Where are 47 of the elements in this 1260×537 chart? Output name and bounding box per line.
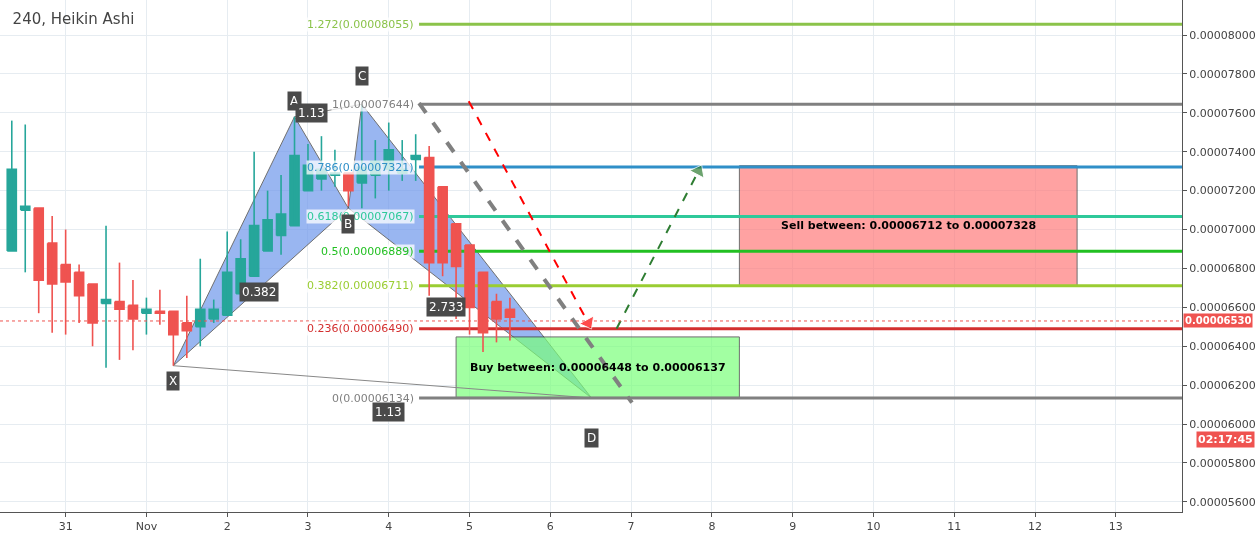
annotation: X bbox=[169, 374, 178, 388]
y-tick-label: 0.00007400 bbox=[1189, 145, 1256, 159]
x-tick-label: 5 bbox=[466, 520, 474, 534]
annotation: 0.382 bbox=[242, 285, 277, 299]
x-tick-label: 3 bbox=[304, 520, 312, 534]
y-tick-label: 0.00006200 bbox=[1189, 379, 1256, 393]
annotation: Sell between: 0.00006712 to 0.00007328 bbox=[781, 219, 1037, 232]
x-tick-label: 11 bbox=[947, 520, 962, 534]
y-tick-label: 0.00007600 bbox=[1189, 106, 1256, 120]
x-tick-label: 7 bbox=[627, 520, 635, 534]
series-label: 0(0.00006134) bbox=[332, 392, 415, 405]
y-tick-label: 0.00007000 bbox=[1189, 223, 1256, 237]
series-label: 0.382(0.00006711) bbox=[307, 279, 414, 292]
annotation: C bbox=[358, 69, 367, 83]
x-tick-label: 2 bbox=[223, 520, 231, 534]
y-tick-label: 0.00006600 bbox=[1189, 301, 1256, 315]
x-tick-label: 9 bbox=[789, 520, 797, 534]
x-tick-label: 12 bbox=[1028, 520, 1043, 534]
ref-line-label: 0.00006530 bbox=[1185, 315, 1252, 326]
y-tick-label: 0.00007800 bbox=[1189, 67, 1256, 81]
text: 02:17:45 bbox=[1198, 433, 1253, 446]
x-tick-label: 6 bbox=[546, 520, 554, 534]
annotation: 1.13 bbox=[298, 106, 325, 120]
annotation: 1.13 bbox=[375, 405, 402, 419]
x-tick-label: 13 bbox=[1108, 520, 1123, 534]
annotation: Buy between: 0.00006448 to 0.00006137 bbox=[470, 361, 726, 374]
text: 240, Heikin Ashi bbox=[12, 10, 135, 29]
annotation: D bbox=[587, 431, 597, 445]
series-label: 1.272(0.00008055) bbox=[307, 18, 414, 31]
series-label: 0.786(0.00007321) bbox=[307, 161, 414, 174]
y-tick-label: 0.00005800 bbox=[1189, 456, 1256, 470]
series-label: 0.5(0.00006889) bbox=[321, 245, 414, 258]
y-tick-label: 0.00005600 bbox=[1189, 495, 1256, 509]
y-tick-label: 0.00006000 bbox=[1189, 417, 1256, 431]
series-label: 1(0.00007644) bbox=[332, 98, 415, 111]
x-tick-label: 31 bbox=[58, 520, 73, 534]
x-tick-label: 10 bbox=[866, 520, 881, 534]
y-tick-label: 0.00006800 bbox=[1189, 262, 1256, 276]
x-tick-label: 8 bbox=[708, 520, 716, 534]
series-label: 0.236(0.00006490) bbox=[307, 322, 414, 335]
y-tick-label: 0.00008000 bbox=[1189, 28, 1256, 42]
annotation: A bbox=[290, 94, 299, 108]
y-tick-label: 0.00007200 bbox=[1189, 184, 1256, 198]
y-tick-label: 0.00006400 bbox=[1189, 340, 1256, 354]
x-tick-label: 4 bbox=[385, 520, 393, 534]
x-tick-label: Nov bbox=[135, 520, 158, 534]
annotation: 2.733 bbox=[429, 300, 464, 314]
